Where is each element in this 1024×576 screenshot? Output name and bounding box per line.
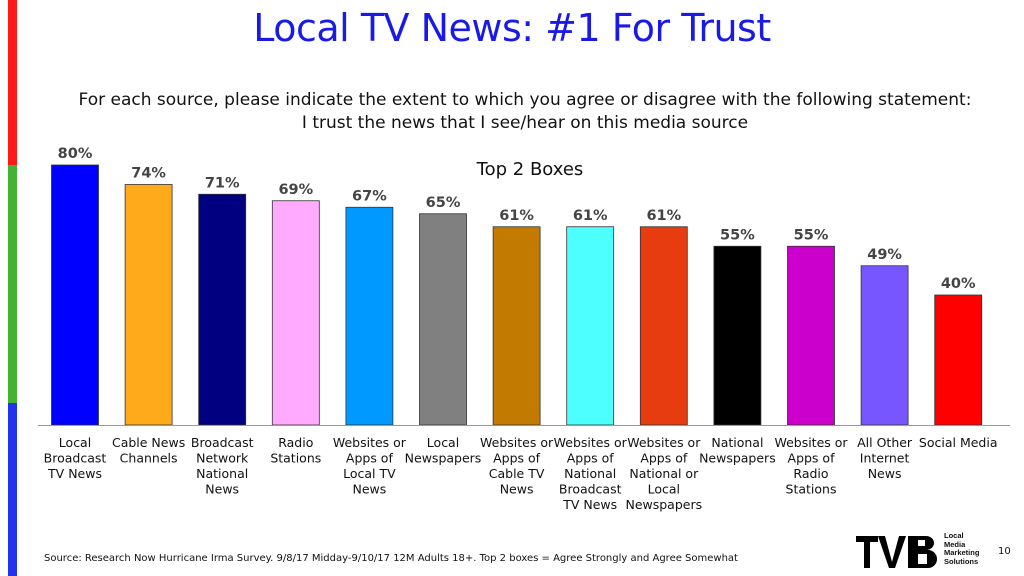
category-label-line: Apps of [788,451,836,466]
category-label: Local Broadcast TV News [44,435,107,481]
data-label: 80% [58,146,93,162]
category-label-line: Stations [270,451,321,466]
side-accent-bar-green [8,165,17,403]
bar [566,226,615,426]
category-label-line: Websites or [554,435,628,450]
category-label-line: Cable News [112,435,185,450]
category-label-line: Websites or [774,435,848,450]
category-label-line: National [564,466,616,481]
question-text: For each source, please indicate the ext… [40,89,1010,135]
page-title: Local TV News: #1 For Trust [253,6,771,50]
category-label-line: National [196,466,248,481]
category-label: Websites or Apps of National Broadcast TV Ne… [554,435,628,512]
category-label-line: Network [196,451,249,466]
side-accent-bar-blue [8,403,17,576]
category-label-line: Broadcast [559,482,622,497]
category-label-line: Websites or [333,435,407,450]
bar [419,213,467,426]
question-line-1: For each source, please indicate the ext… [78,90,972,110]
bar [860,265,909,426]
category-label-line: Apps of [567,451,615,466]
tvb-tagline-line: Media [944,539,966,549]
tvb-logo: Local Media Marketing Solutions [856,531,980,570]
data-label: 74% [131,166,166,182]
category-label: Websites or Apps of Local TV News [333,435,407,497]
category-label-line: Cable TV [489,466,545,481]
category-label-line: Local [427,435,459,450]
source-note: Source: Research Now Hurricane Irma Surv… [44,553,738,564]
category-label-line: Apps of [493,451,541,466]
data-label: 67% [352,188,387,204]
bar [713,245,762,426]
bar [639,226,688,426]
bar [492,226,541,426]
category-label-line: All Other [857,435,913,450]
category-label: Radio Stations [270,435,321,466]
tvb-tagline-line: Marketing [944,548,980,558]
category-label-line: News [868,466,902,481]
page-number: 10 [998,546,1011,557]
category-label-line: TV News [562,497,617,512]
category-label-line: Social Media [919,435,998,450]
data-label: 55% [720,227,755,243]
category-label-line: Newspapers [625,497,702,512]
category-label-line: News [500,482,534,497]
data-label: 61% [499,208,534,224]
category-label-line: Websites or [480,435,554,450]
category-label-line: Local TV [343,466,396,481]
category-label: Websites or Apps of National or Local Newspa… [625,435,702,512]
category-label: National Newspapers [699,435,776,466]
question-line-2: I trust the news that I see/hear on this… [301,113,749,133]
chart-title: Top 2 Boxes [476,159,584,180]
category-label-line: Internet [860,451,910,466]
data-label: 49% [867,247,902,263]
bar [124,184,173,426]
bar [934,294,983,426]
data-label: 40% [941,276,976,292]
category-label-line: Radio [793,466,828,481]
category-label-line: News [205,482,239,497]
category-label-line: Newspapers [699,451,776,466]
category-label: Cable News Channels [112,435,185,466]
category-label-line: Radio [278,435,313,450]
category-label-line: Apps of [346,451,394,466]
tvb-tagline-line: Solutions [944,556,979,566]
category-label-line: Channels [120,451,178,466]
data-label: 69% [278,182,313,198]
category-label: Social Media [919,435,998,450]
bar [345,206,394,426]
bar [271,200,320,426]
bar [198,193,247,426]
category-label-line: Newspapers [405,451,482,466]
category-label-line: Broadcast [191,435,254,450]
category-label-line: Local [648,482,680,497]
data-label: 61% [573,208,608,224]
bar [51,164,99,426]
category-label-line: Broadcast [44,451,107,466]
category-label-line: Apps of [640,451,688,466]
category-label: Broadcast Network National News [191,435,254,497]
category-label: All Other Internet News [857,435,913,481]
category-label: Websites or Apps of Cable TV News [480,435,554,497]
category-label-line: TV News [47,466,102,481]
data-label: 71% [205,175,240,191]
side-accent-bar-red [8,0,17,165]
category-label-line: National or [629,466,699,481]
tvb-logo-tagline: Local Media Marketing Solutions [944,531,980,566]
category-label-line: Local [59,435,91,450]
data-label: 55% [794,227,829,243]
category-label-line: National [711,435,763,450]
data-label: 65% [426,195,461,211]
category-label-line: News [353,482,387,497]
data-label: 61% [646,208,681,224]
category-label-line: Websites or [627,435,701,450]
category-label: Websites or Apps of Radio Stations [774,435,848,497]
tvb-logo-mark [856,536,937,568]
bar [787,245,835,426]
category-label-line: Stations [786,482,837,497]
category-label: Local Newspapers [405,435,482,466]
tvb-tagline-line: Local [944,531,964,540]
